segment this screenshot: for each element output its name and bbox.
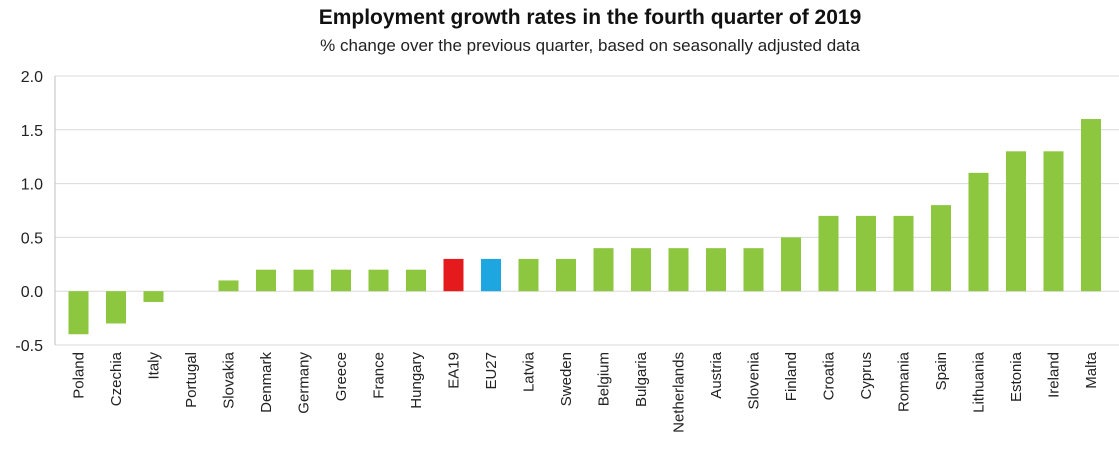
bar-malta bbox=[1081, 119, 1101, 292]
x-tick-label: Cyprus bbox=[858, 352, 875, 400]
x-tick-label: EA19 bbox=[446, 352, 463, 389]
x-tick-label: Latvia bbox=[521, 351, 538, 392]
y-tick-label: -0.5 bbox=[15, 338, 43, 355]
x-tick-label: Hungary bbox=[408, 352, 425, 409]
y-tick-label: 2.0 bbox=[21, 69, 43, 86]
x-tick-label: France bbox=[371, 352, 388, 399]
x-tick-label: Greece bbox=[333, 352, 350, 401]
bar-lithuania bbox=[968, 172, 989, 292]
bar-sweden bbox=[556, 258, 576, 292]
x-tick-label: Austria bbox=[708, 351, 725, 398]
gridlines bbox=[55, 75, 1119, 346]
chart-subtitle: % change over the previous quarter, base… bbox=[320, 36, 860, 55]
x-tick-label: Lithuania bbox=[971, 351, 988, 413]
y-tick-label: 1.0 bbox=[21, 177, 43, 194]
bar-croatia bbox=[818, 215, 839, 292]
x-tick-label: Estonia bbox=[1008, 351, 1025, 402]
bars bbox=[68, 119, 1101, 335]
x-tick-label: Slovakia bbox=[221, 351, 238, 408]
x-tick-label: Belgium bbox=[596, 352, 613, 406]
y-axis: 2.0 1.5 1.0 0.5 0.0 -0.5 bbox=[15, 69, 56, 355]
bar-netherlands bbox=[668, 248, 689, 292]
bar-cyprus bbox=[856, 215, 876, 292]
bar-bulgaria bbox=[631, 248, 651, 292]
x-tick-label: Netherlands bbox=[671, 352, 688, 433]
bar-eu27 bbox=[481, 258, 501, 292]
bar-ireland bbox=[1043, 151, 1064, 292]
bar-czechia bbox=[106, 291, 126, 324]
y-tick-label: 0.0 bbox=[21, 284, 43, 301]
bar-latvia bbox=[518, 258, 539, 292]
x-tick-label: Czechia bbox=[108, 351, 125, 406]
x-tick-label: Spain bbox=[933, 352, 950, 390]
bar-poland bbox=[68, 291, 89, 335]
bar-greece bbox=[331, 269, 351, 292]
bar-ea19 bbox=[443, 258, 464, 292]
bar-finland bbox=[781, 237, 801, 292]
x-axis: Poland Czechia Italy Portugal Slovakia Denmar… bbox=[71, 351, 1101, 433]
x-tick-label: Malta bbox=[1083, 351, 1100, 388]
bar-belgium bbox=[593, 248, 614, 292]
y-tick-label: 0.5 bbox=[21, 230, 43, 247]
x-tick-label: Portugal bbox=[183, 352, 200, 408]
bar-italy bbox=[143, 291, 164, 302]
x-tick-label: EU27 bbox=[483, 352, 500, 390]
x-tick-label: Germany bbox=[296, 352, 313, 414]
y-tick-label: 1.5 bbox=[21, 123, 43, 140]
x-tick-label: Poland bbox=[71, 352, 88, 399]
bar-austria bbox=[706, 248, 726, 292]
x-tick-label: Bulgaria bbox=[633, 351, 650, 407]
x-tick-label: Croatia bbox=[821, 351, 838, 400]
bar-denmark bbox=[256, 269, 276, 292]
bar-germany bbox=[293, 269, 314, 292]
bar-estonia bbox=[1006, 151, 1026, 292]
bar-france bbox=[368, 269, 389, 292]
bar-slovenia bbox=[743, 248, 764, 292]
x-tick-label: Italy bbox=[146, 352, 163, 380]
x-tick-label: Ireland bbox=[1046, 352, 1063, 398]
bar-hungary bbox=[406, 269, 426, 292]
x-tick-label: Sweden bbox=[558, 352, 575, 406]
chart-title: Employment growth rates in the fourth qu… bbox=[318, 6, 862, 29]
x-tick-label: Finland bbox=[783, 352, 800, 401]
bar-slovakia bbox=[218, 280, 239, 292]
x-tick-label: Denmark bbox=[258, 352, 275, 413]
bar-romania bbox=[893, 215, 914, 292]
x-tick-label: Romania bbox=[896, 351, 913, 412]
bar-spain bbox=[931, 205, 951, 292]
x-tick-label: Slovenia bbox=[746, 351, 763, 409]
